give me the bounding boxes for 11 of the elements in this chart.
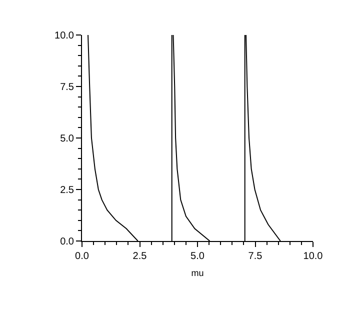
x-tick-label: 2.5 [132, 251, 148, 262]
x-tick-label: 7.5 [248, 251, 263, 262]
y-tick-label: 10.0 [54, 30, 74, 42]
y-tick-label: 2.5 [60, 185, 74, 196]
y-tick-label: 5.0 [60, 134, 74, 144]
x-tick-label: 5.0 [190, 251, 205, 262]
x-tick-label: 0.0 [75, 251, 90, 262]
x-tick-label: 10.0 [303, 251, 324, 262]
x-axis-title: mu [191, 268, 204, 278]
y-tick-label: 7.5 [60, 82, 74, 93]
y-tick-label: 0.0 [60, 236, 74, 248]
